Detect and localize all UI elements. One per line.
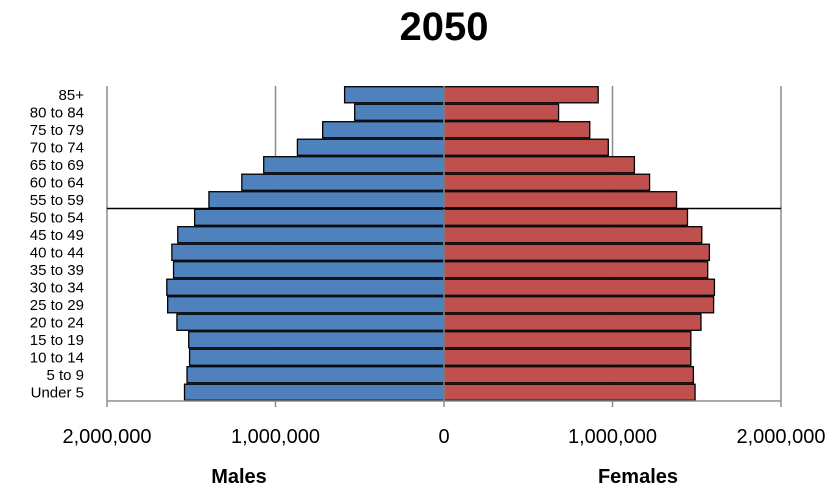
female-bar: [443, 208, 689, 226]
category-label: 75 to 79: [30, 122, 84, 139]
category-label: 55 to 59: [30, 192, 84, 209]
x-tick-label: 1,000,000: [568, 426, 657, 448]
gridlines: [106, 86, 782, 401]
male-bar: [167, 296, 445, 314]
male-bar: [343, 86, 445, 104]
category-label: 35 to 39: [30, 262, 84, 279]
axes: [106, 86, 782, 407]
males-axis-label: Males: [211, 466, 267, 488]
male-bar: [183, 383, 445, 401]
female-bar: [443, 348, 692, 366]
female-bar: [443, 191, 678, 209]
chart-title: 2050: [400, 5, 489, 49]
female-bar: [443, 278, 716, 296]
male-bar: [322, 121, 445, 139]
female-bar: [443, 103, 560, 121]
male-bar: [354, 103, 445, 121]
male-bar: [241, 173, 445, 191]
category-label: Under 5: [31, 384, 84, 401]
male-bar: [296, 138, 445, 156]
female-bar: [443, 243, 711, 261]
male-bar: [188, 348, 445, 366]
female-bar: [443, 156, 636, 174]
female-bar: [443, 121, 591, 139]
category-label: 65 to 69: [30, 157, 84, 174]
male-bar: [188, 331, 445, 349]
x-tick-label: 2,000,000: [737, 426, 826, 448]
female-bar: [443, 366, 695, 384]
female-bar: [443, 313, 702, 331]
category-label: 85+: [59, 87, 85, 104]
category-label: 45 to 49: [30, 227, 84, 244]
category-label: 20 to 24: [30, 314, 84, 331]
male-bar: [208, 191, 445, 209]
male-bar: [193, 208, 445, 226]
female-bar: [443, 173, 651, 191]
female-bar: [443, 138, 609, 156]
female-bar: [443, 331, 692, 349]
bars: [166, 86, 716, 401]
male-bar: [166, 278, 445, 296]
category-label: 50 to 54: [30, 209, 84, 226]
category-label: 25 to 29: [30, 297, 84, 314]
category-label: 70 to 74: [30, 139, 84, 156]
x-tick-labels: 2,000,000 1,000,000 0 1,000,000 2,000,000: [63, 426, 826, 448]
category-label: 10 to 14: [30, 349, 84, 366]
male-bar: [176, 313, 445, 331]
male-bar: [177, 226, 445, 244]
category-label: 15 to 19: [30, 332, 84, 349]
male-bar: [186, 366, 445, 384]
female-bar: [443, 383, 696, 401]
female-bar: [443, 226, 703, 244]
category-label: 60 to 64: [30, 174, 84, 191]
female-bar: [443, 86, 599, 104]
x-tick-label: 0: [438, 426, 449, 448]
female-bar: [443, 261, 709, 279]
male-bar: [263, 156, 445, 174]
category-label: 40 to 44: [30, 244, 84, 261]
category-label: 80 to 84: [30, 104, 84, 121]
category-label: 5 to 9: [46, 367, 84, 384]
x-tick-label: 2,000,000: [63, 426, 152, 448]
male-bar: [171, 243, 445, 261]
females-axis-label: Females: [598, 466, 678, 488]
x-tick-label: 1,000,000: [231, 426, 320, 448]
category-label: 30 to 34: [30, 279, 84, 296]
male-bar: [172, 261, 445, 279]
female-bar: [443, 296, 715, 314]
